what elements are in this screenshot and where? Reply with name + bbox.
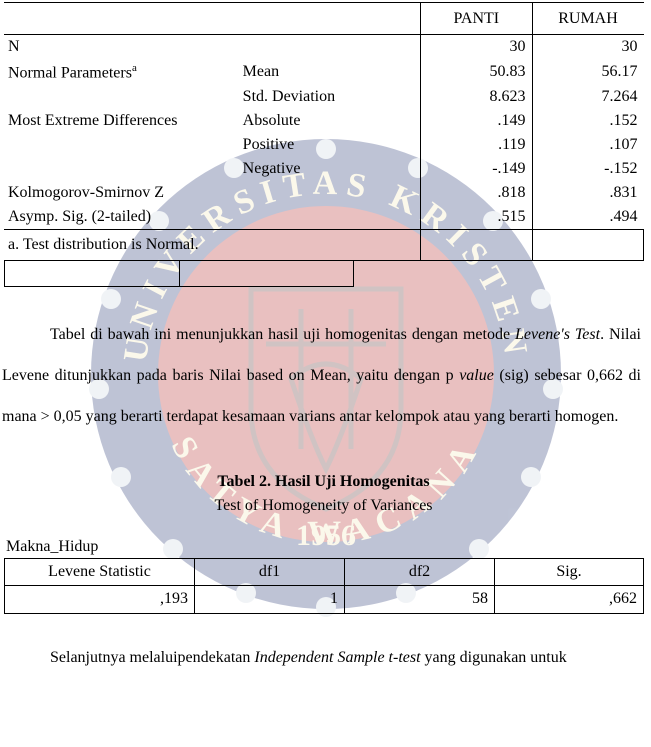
hom-td: ,193 xyxy=(5,585,195,613)
ks-header-row: PANTI RUMAH xyxy=(4,3,644,35)
table-row: Most Extreme Differences Absolute .149 .… xyxy=(4,109,644,133)
hom-th: Sig. xyxy=(495,558,644,585)
para-i2: value xyxy=(459,367,494,384)
table-row: Asymp. Sig. (2-tailed) .515 .494 xyxy=(4,205,644,230)
hom-th: Levene Statistic xyxy=(5,558,195,585)
ks-extra-cell1 xyxy=(5,261,180,286)
hom-sublabel: Makna_Hidup xyxy=(6,538,645,556)
row-label2 xyxy=(239,181,421,205)
row-label2: Std. Deviation xyxy=(239,85,421,109)
row-label1: Normal Parametersa xyxy=(4,59,239,85)
row-v2: 56.17 xyxy=(532,59,643,85)
ks-footnote: a. Test distribution is Normal. xyxy=(4,230,421,261)
hom-title-bold: Tabel 2. Hasil Uji Homogenitas xyxy=(217,473,429,490)
ks-header-col1: PANTI xyxy=(421,3,532,35)
row-label1 xyxy=(4,157,239,181)
table-row: N 30 30 xyxy=(4,35,644,60)
row-v1: 30 xyxy=(421,35,532,60)
row-v2: 30 xyxy=(532,35,643,60)
row-label2 xyxy=(239,35,421,60)
hom-td: 1 xyxy=(195,585,345,613)
row-label1 xyxy=(4,85,239,109)
hom-th: df1 xyxy=(195,558,345,585)
row-v1: .515 xyxy=(421,205,532,230)
hom-data-row: ,193 1 58 ,662 xyxy=(5,585,644,613)
final-t2: yang digunakan untuk xyxy=(421,649,567,666)
hom-header-row: Levene Statistic df1 df2 Sig. xyxy=(5,558,644,585)
row-v2: 7.264 xyxy=(532,85,643,109)
para-t1: Tabel di bawah ini menunjukkan hasil uji… xyxy=(50,326,515,343)
ks-table: PANTI RUMAH N 30 30 Normal Parametersa M… xyxy=(4,2,644,261)
row-v1: 50.83 xyxy=(421,59,532,85)
row-label2: Negative xyxy=(239,157,421,181)
ks-footnote-row: a. Test distribution is Normal. xyxy=(4,230,644,261)
row-v1: 8.623 xyxy=(421,85,532,109)
table-row: Normal Parametersa Mean 50.83 56.17 xyxy=(4,59,644,85)
paragraph-homogeneity: Tabel di bawah ini menunjukkan hasil uji… xyxy=(2,315,641,437)
table-row: Kolmogorov-Smirnov Z .818 .831 xyxy=(4,181,644,205)
row-label2: Positive xyxy=(239,133,421,157)
final-paragraph: Selanjutnya melaluipendekatan Independen… xyxy=(2,638,641,679)
final-i1: Independent Sample t-test xyxy=(254,649,420,666)
row-label1: N xyxy=(4,35,239,60)
table-row: Std. Deviation 8.623 7.264 xyxy=(4,85,644,109)
hom-table: Levene Statistic df1 df2 Sig. ,193 1 58 … xyxy=(4,558,644,614)
row-v2: .494 xyxy=(532,205,643,230)
hom-th: df2 xyxy=(345,558,495,585)
hom-title-plain: Test of Homogeneity of Variances xyxy=(214,497,432,514)
ks-header-blank xyxy=(4,3,421,35)
row-v2: -.152 xyxy=(532,157,643,181)
ks-header-col2: RUMAH xyxy=(532,3,643,35)
row-v2: .152 xyxy=(532,109,643,133)
row-label1: Most Extreme Differences xyxy=(4,109,239,133)
row-v2: .107 xyxy=(532,133,643,157)
row-label1 xyxy=(4,133,239,157)
hom-table-title: Tabel 2. Hasil Uji Homogenitas Test of H… xyxy=(2,470,645,518)
ks-foot-empty1 xyxy=(421,230,532,261)
hom-td: 58 xyxy=(345,585,495,613)
row-label2: Mean xyxy=(239,59,421,85)
page-content: PANTI RUMAH N 30 30 Normal Parametersa M… xyxy=(0,0,651,679)
ks-foot-empty2 xyxy=(532,230,643,261)
hom-td: ,662 xyxy=(495,585,644,613)
row-v1: .149 xyxy=(421,109,532,133)
ks-extra-box xyxy=(4,261,354,287)
row-label2: Absolute xyxy=(239,109,421,133)
para-i1: Levene's Test xyxy=(515,326,600,343)
row-label1: Kolmogorov-Smirnov Z xyxy=(4,181,239,205)
table-row: Negative -.149 -.152 xyxy=(4,157,644,181)
final-t1: Selanjutnya melaluipendekatan xyxy=(50,649,254,666)
row-v1: -.149 xyxy=(421,157,532,181)
row-label1: Asymp. Sig. (2-tailed) xyxy=(4,205,239,230)
table-row: Positive .119 .107 xyxy=(4,133,644,157)
row-v1: .119 xyxy=(421,133,532,157)
row-v1: .818 xyxy=(421,181,532,205)
row-v2: .831 xyxy=(532,181,643,205)
row-label2 xyxy=(239,205,421,230)
